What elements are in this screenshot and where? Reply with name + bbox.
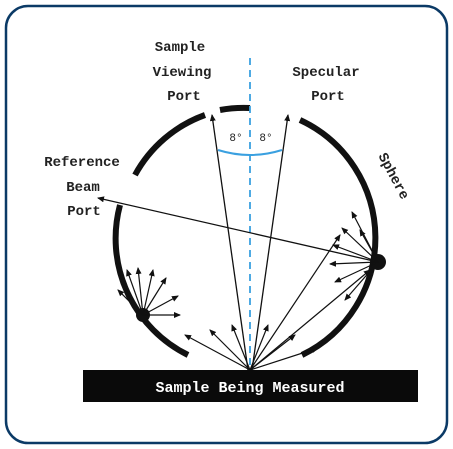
sphere-arc-left: [112, 204, 190, 358]
sphere-outline: [112, 104, 379, 358]
sphere-arc-right: [298, 117, 379, 358]
label-specular-port: Specular Port: [292, 65, 359, 105]
viewing-ray: [209, 114, 249, 371]
left-ray-1: [126, 269, 144, 316]
label-beam-line2: Beam: [66, 180, 100, 196]
label-reference-beam-port: Reference Beam Port: [44, 155, 120, 220]
scatter-ray-7: [249, 269, 371, 371]
right-spot-rays: [329, 211, 379, 301]
left-ray-7: [117, 289, 144, 316]
scatter-ray-4: [249, 324, 269, 371]
sample-scatter-rays: [184, 234, 371, 371]
angle-label-right: 8°: [259, 133, 272, 145]
sphere-arc-viewing-port: [219, 104, 251, 113]
sample-bar: [83, 370, 418, 402]
scatter-ray-6: [249, 346, 319, 371]
scatter-ray-2: [209, 329, 251, 371]
left-ray-4: [142, 277, 167, 316]
label-reference-line1: Reference: [44, 155, 120, 171]
right-ray-6: [344, 261, 379, 301]
sample-label: Sample Being Measured: [155, 380, 344, 397]
scatter-ray-1: [184, 334, 251, 371]
right-ray-5: [334, 261, 379, 283]
right-ray-3: [332, 244, 379, 263]
label-viewing-line2: Viewing: [153, 65, 212, 81]
left-spot-rays: [117, 267, 181, 318]
right-ray-2: [341, 227, 379, 263]
scatter-ray-3: [231, 324, 251, 371]
left-ray-2: [135, 267, 144, 316]
scatter-ray-8: [249, 234, 341, 371]
label-port-line3: Port: [167, 89, 201, 105]
label-specular-line2: Port: [311, 89, 345, 105]
label-specular-line1: Specular: [292, 65, 359, 81]
right-ray-4: [329, 260, 379, 267]
left-ray-5: [142, 295, 179, 316]
left-ray-3: [142, 269, 155, 316]
label-port-line3-ref: Port: [67, 204, 101, 220]
right-ray-7: [359, 229, 379, 263]
reference-beam-ray: [97, 196, 379, 263]
label-sample-viewing-port: Sample Viewing Port: [153, 40, 212, 105]
specular-ray: [251, 114, 291, 371]
label-sample-line1: Sample: [155, 40, 205, 56]
angle-label-left: 8°: [229, 133, 242, 145]
sphere-arc-top-left: [132, 112, 207, 177]
angle-arc: [217, 149, 283, 156]
